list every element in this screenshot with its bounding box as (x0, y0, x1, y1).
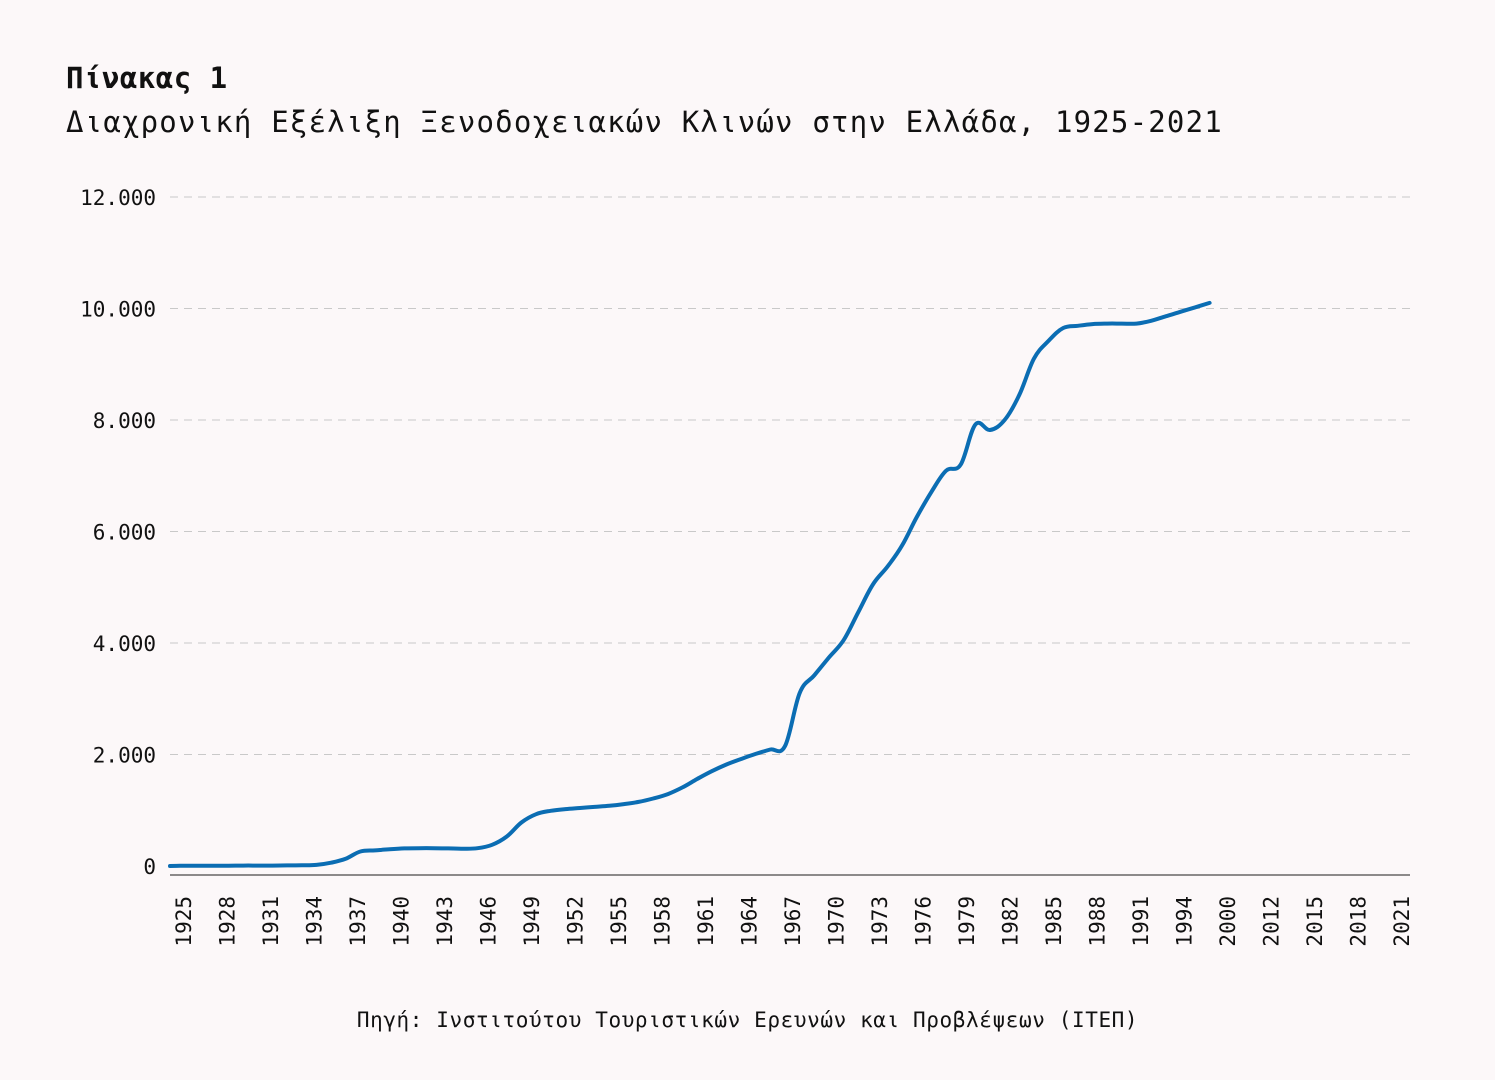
y-tick-label: 4.000 (93, 632, 156, 656)
x-tick-label: 2018 (1347, 896, 1371, 947)
x-tick-label: 1931 (259, 896, 283, 947)
x-tick-label: 1976 (912, 896, 936, 947)
x-tick-label: 2000 (1216, 896, 1240, 947)
x-tick-label: 1964 (738, 896, 762, 947)
source-note: Πηγή: Ινστιτούτου Τουριστικών Ερευνών κα… (356, 1008, 1139, 1032)
figure-label: Πίνακας 1 (66, 61, 228, 95)
x-tick-label: 1955 (607, 896, 631, 947)
x-tick-label: 1925 (172, 896, 196, 947)
y-tick-label: 8.000 (93, 409, 156, 433)
y-tick-label: 12.000 (80, 186, 156, 210)
x-tick-label: 2021 (1390, 896, 1414, 947)
x-tick-label: 1943 (433, 896, 457, 947)
x-tick-label: 2015 (1303, 896, 1327, 947)
series-line (168, 300, 1212, 868)
x-tick-label: 1985 (1042, 896, 1066, 947)
x-tick-label: 1988 (1086, 896, 1110, 947)
x-tick-label: 1958 (651, 896, 675, 947)
x-tick-label: 2012 (1260, 896, 1284, 947)
x-tick-label: 1967 (781, 896, 805, 947)
x-tick-label: 1934 (303, 896, 327, 947)
x-tick-label: 1928 (216, 896, 240, 947)
x-tick-label: 1952 (564, 896, 588, 947)
x-tick-label: 1973 (868, 896, 892, 947)
x-tick-label: 1940 (390, 896, 414, 947)
x-tick-label: 1949 (520, 896, 544, 947)
x-tick-label: 1979 (955, 896, 979, 947)
y-tick-label: 0 (143, 855, 156, 879)
x-tick-label: 1961 (694, 896, 718, 947)
y-tick-label: 2.000 (93, 744, 156, 768)
y-tick-label: 10.000 (80, 298, 156, 322)
y-tick-label: 6.000 (93, 521, 156, 545)
x-tick-label: 1946 (477, 896, 501, 947)
x-tick-label: 1937 (346, 896, 370, 947)
x-tick-label: 1991 (1129, 896, 1153, 947)
x-tick-label: 1970 (825, 896, 849, 947)
x-tick-label: 1982 (999, 896, 1023, 947)
chart-heading: Πίνακας 1 Διαχρονική Εξέλιξη Ξενοδοχειακ… (66, 56, 1223, 144)
x-tick-label: 1994 (1173, 896, 1197, 947)
chart-title: Διαχρονική Εξέλιξη Ξενοδοχειακών Κλινών … (66, 105, 1223, 139)
